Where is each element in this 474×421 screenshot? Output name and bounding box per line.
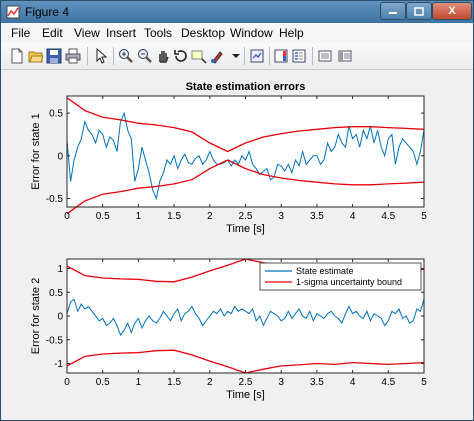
x-tick-label: 2.5 (239, 211, 253, 222)
y-tick-label: -0.5 (46, 194, 64, 205)
y-tick-label: -0.5 (46, 335, 64, 346)
show-plot-tools-icon[interactable] (337, 48, 353, 64)
data-cursor-icon[interactable] (191, 48, 207, 64)
x-tick-label: 4.5 (381, 211, 395, 222)
menu-window[interactable]: Window (230, 26, 273, 40)
x-tick-label: 1.5 (167, 377, 181, 388)
toolbar-separator (113, 47, 114, 65)
new-figure-icon[interactable] (9, 48, 25, 64)
legend-box (259, 262, 422, 291)
toolbar-separator (244, 47, 245, 65)
minimize-icon (389, 12, 397, 14)
uncertainty-bound-line (66, 97, 425, 153)
x-tick-label: 0 (64, 377, 70, 388)
menu-view[interactable]: View (74, 26, 100, 40)
y-tick-label: 0 (57, 312, 63, 323)
menu-insert[interactable]: Insert (106, 26, 137, 40)
x-tick-label: 2 (207, 211, 213, 222)
minimize-button[interactable] (380, 2, 406, 20)
window-title: Figure 4 (25, 5, 70, 19)
zoom-out-icon[interactable] (137, 48, 153, 64)
insert-colorbar-icon[interactable] (273, 48, 289, 64)
menu-file[interactable]: File (11, 26, 31, 40)
insert-legend-icon[interactable] (291, 48, 307, 64)
maximize-icon (414, 6, 424, 16)
x-axis-label: Time [s] (226, 389, 265, 401)
x-tick-label: 3.5 (310, 211, 324, 222)
x-tick-label: 3.5 (310, 377, 324, 388)
x-tick-label: 1 (136, 211, 142, 222)
hide-plot-tools-icon[interactable] (317, 48, 333, 64)
y-tick-label: 0.5 (49, 109, 63, 120)
zoom-in-icon[interactable] (118, 48, 134, 64)
save-icon[interactable] (46, 48, 62, 64)
rotate-3d-icon[interactable] (173, 48, 189, 64)
x-tick-label: 4 (350, 377, 356, 388)
matlab-figure-icon (6, 5, 20, 19)
brush-icon[interactable] (210, 48, 226, 64)
x-axis-label: Time [s] (226, 223, 265, 235)
pan-icon[interactable] (155, 48, 171, 64)
x-tick-label: 1 (136, 377, 142, 388)
x-tick-label: 1.5 (167, 211, 181, 222)
x-tick-label: 0.5 (96, 211, 110, 222)
menu-tools[interactable]: Tools (144, 26, 173, 40)
figure-canvas: 0 0.5 1 1.5 2 2.5 3 3.5 4 4.5 5 -0.5 0 0.5 State estim… (1, 70, 473, 420)
x-tick-label: 0 (64, 211, 70, 222)
x-tick-label: 5 (421, 377, 427, 388)
x-tick-label: 5 (421, 211, 427, 222)
maximize-button[interactable] (406, 2, 432, 20)
x-tick-label: 4 (350, 211, 356, 222)
legend-entry: State estimate (296, 266, 354, 276)
plot-area (67, 96, 424, 207)
state-estimate-line (66, 111, 425, 201)
menu-edit[interactable]: Edit (42, 26, 63, 40)
y-axis-label: Error for state 2 (30, 278, 42, 354)
legend-entry: 1-sigma uncertainty bound (296, 277, 402, 287)
print-icon[interactable] (65, 48, 81, 64)
pointer-icon[interactable] (93, 48, 109, 64)
state-estimate-line (66, 298, 425, 337)
open-file-icon[interactable] (28, 48, 44, 64)
chart-title: State estimation errors (186, 81, 306, 93)
x-tick-label: 3 (278, 377, 284, 388)
figure-toolbar (1, 43, 473, 70)
menu-bar: File Edit View Insert Tools Desktop Wind… (1, 23, 473, 43)
title-bar[interactable]: Figure 4 X (1, 1, 473, 23)
chevron-down-icon[interactable] (228, 48, 244, 64)
x-tick-label: 4.5 (381, 377, 395, 388)
toolbar-separator (87, 47, 88, 65)
close-button[interactable]: X (432, 2, 472, 20)
y-tick-label: 0 (57, 151, 63, 162)
y-axis-label: Error for state 1 (30, 113, 42, 189)
uncertainty-bound-line (66, 159, 425, 215)
toolbar-separator (312, 47, 313, 65)
link-plot-icon[interactable] (249, 48, 265, 64)
x-tick-label: 3 (278, 211, 284, 222)
toolbar-separator (269, 47, 270, 65)
close-icon: X (448, 5, 456, 17)
y-tick-label: -1 (54, 359, 63, 370)
y-tick-label: 1 (57, 264, 63, 275)
menu-help[interactable]: Help (279, 26, 304, 40)
x-tick-label: 0.5 (96, 377, 110, 388)
x-tick-label: 2.5 (239, 377, 253, 388)
x-tick-label: 2 (207, 377, 213, 388)
y-tick-label: 0.5 (49, 288, 63, 299)
menu-desktop[interactable]: Desktop (181, 26, 226, 40)
